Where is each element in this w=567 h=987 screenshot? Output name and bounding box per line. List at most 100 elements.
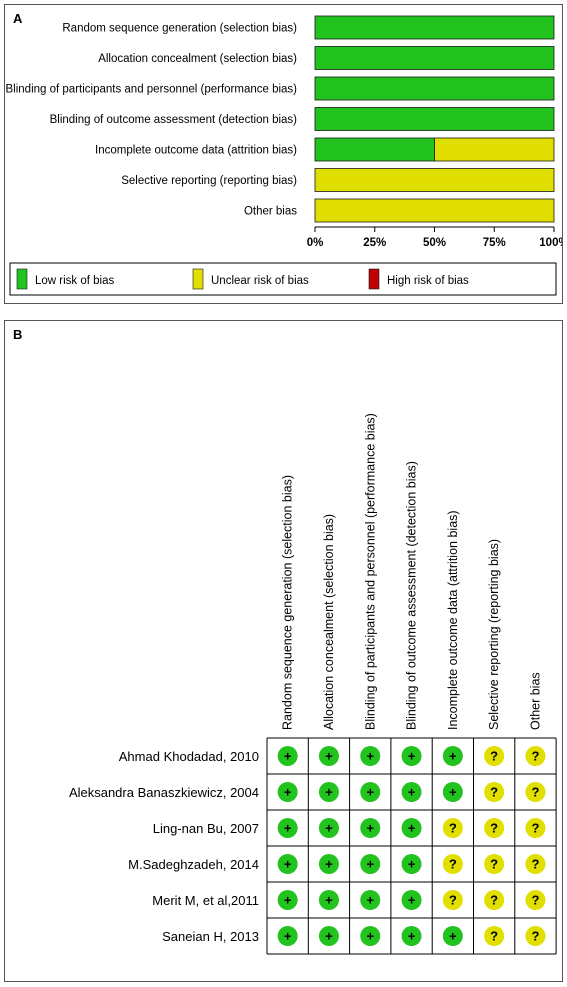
column-header-5: Selective reporting (reporting bias) [487,539,501,730]
rating-symbol-5-2: + [366,929,374,944]
rating-symbol-0-6: ? [531,749,539,764]
rating-circle-1-6 [525,782,546,802]
rating-circle-2-1 [318,818,339,838]
rating-circle-0-3 [401,746,422,766]
rating-circle-0-0 [277,746,298,766]
rating-circle-5-6 [525,926,546,946]
category-label-1: Allocation concealment (selection bias) [98,53,297,65]
rating-circle-5-1 [318,926,339,946]
rating-symbol-1-0: + [284,785,292,800]
risk-of-bias-table: Random sequence generation (selection bi… [69,413,557,955]
rating-circle-0-5 [484,746,505,766]
x-tick-label-3: 75% [483,237,506,249]
column-header-0: Random sequence generation (selection bi… [281,475,295,730]
rating-symbol-2-2: + [366,821,374,836]
rating-symbol-1-5: ? [490,785,498,800]
rating-symbol-2-0: + [284,821,292,836]
rating-circle-2-5 [484,818,505,838]
rating-circle-3-4 [442,854,463,874]
rating-symbol-0-1: + [325,749,333,764]
rating-circle-1-3 [401,782,422,802]
legend-label-low: Low risk of bias [35,275,115,287]
panel-a-label: A [13,11,23,26]
rating-circle-0-2 [360,746,381,766]
rating-symbol-4-1: + [325,893,333,908]
risk-of-bias-summary-chart: Random sequence generation (selection bi… [6,15,567,296]
x-tick-label-0: 0% [307,237,324,249]
rating-symbol-5-6: ? [531,929,539,944]
category-label-5: Selective reporting (reporting bias) [121,175,297,187]
study-label-5: Saneian H, 2013 [162,929,259,944]
panel-b-graph: B Random sequence generation (selection … [4,320,563,982]
rating-circle-2-4 [442,818,463,838]
x-tick-label-1: 25% [363,237,386,249]
x-tick-label-2: 50% [423,237,446,249]
bar-low-2 [314,76,555,101]
rating-circle-4-1 [318,890,339,910]
x-tick-label-4: 100% [539,237,562,249]
rating-circle-3-3 [401,854,422,874]
rating-circle-2-3 [401,818,422,838]
rating-symbol-1-3: + [408,785,416,800]
rating-symbol-0-2: + [366,749,374,764]
rating-circle-1-2 [360,782,381,802]
bar-low-1 [314,46,555,70]
rating-circle-4-6 [525,890,546,910]
rating-circle-2-0 [277,818,298,838]
bar-low-0 [314,15,555,40]
rating-symbol-2-3: + [408,821,416,836]
rating-symbol-2-5: ? [490,821,498,836]
rating-circle-1-5 [484,782,505,802]
rating-symbol-3-4: ? [449,857,457,872]
rating-circle-5-5 [484,926,505,946]
rating-circle-5-4 [442,926,463,946]
category-label-6: Other bias [244,206,297,218]
study-label-3: M.Sadeghzadeh, 2014 [128,857,259,872]
rating-symbol-0-5: ? [490,749,498,764]
category-label-4: Incomplete outcome data (attrition bias) [95,145,297,157]
rating-circle-3-1 [318,854,339,874]
rating-circle-5-0 [277,926,298,946]
rating-circle-4-2 [360,890,381,910]
rating-circle-3-2 [360,854,381,874]
rating-symbol-4-3: + [408,893,416,908]
legend-label-unclear: Unclear risk of bias [211,275,309,287]
legend-swatch-high [368,268,380,290]
rating-circle-1-0 [277,782,298,802]
rating-circle-3-6 [525,854,546,874]
rating-symbol-5-5: ? [490,929,498,944]
rating-symbol-3-2: + [366,857,374,872]
rating-symbol-4-0: + [284,893,292,908]
rating-symbol-3-5: ? [490,857,498,872]
legend-label-high: High risk of bias [387,275,469,287]
legend-swatch-low [16,268,28,290]
rating-symbol-3-0: + [284,857,292,872]
panel-a-summary: A Random sequence generation (selection … [4,4,567,304]
rating-circle-4-3 [401,890,422,910]
rating-symbol-4-4: ? [449,893,457,908]
rating-circle-5-2 [360,926,381,946]
column-header-3: Blinding of outcome assessment (detectio… [405,461,419,730]
study-label-0: Ahmad Khodadad, 2010 [119,749,259,764]
rating-symbol-0-3: + [408,749,416,764]
bar-unclear-6 [314,198,555,223]
rating-circle-2-6 [525,818,546,838]
panel-b-label: B [13,327,23,342]
rating-symbol-1-6: ? [531,785,539,800]
legend-box [9,262,557,296]
rating-symbol-2-4: ? [449,821,457,836]
bar-unclear-5 [314,168,555,192]
rating-circle-5-3 [401,926,422,946]
rating-symbol-5-0: + [284,929,292,944]
column-header-6: Other bias [528,672,542,730]
rating-symbol-3-6: ? [531,857,539,872]
rating-symbol-0-0: + [284,749,292,764]
rating-symbol-5-4: + [449,929,457,944]
rating-symbol-4-6: ? [531,893,539,908]
rating-symbol-1-4: + [449,785,457,800]
rating-symbol-5-1: + [325,929,333,944]
rating-symbol-2-6: ? [531,821,539,836]
rating-circle-0-4 [442,746,463,766]
category-label-3: Blinding of outcome assessment (detectio… [50,114,298,126]
study-label-2: Ling-nan Bu, 2007 [153,821,259,836]
